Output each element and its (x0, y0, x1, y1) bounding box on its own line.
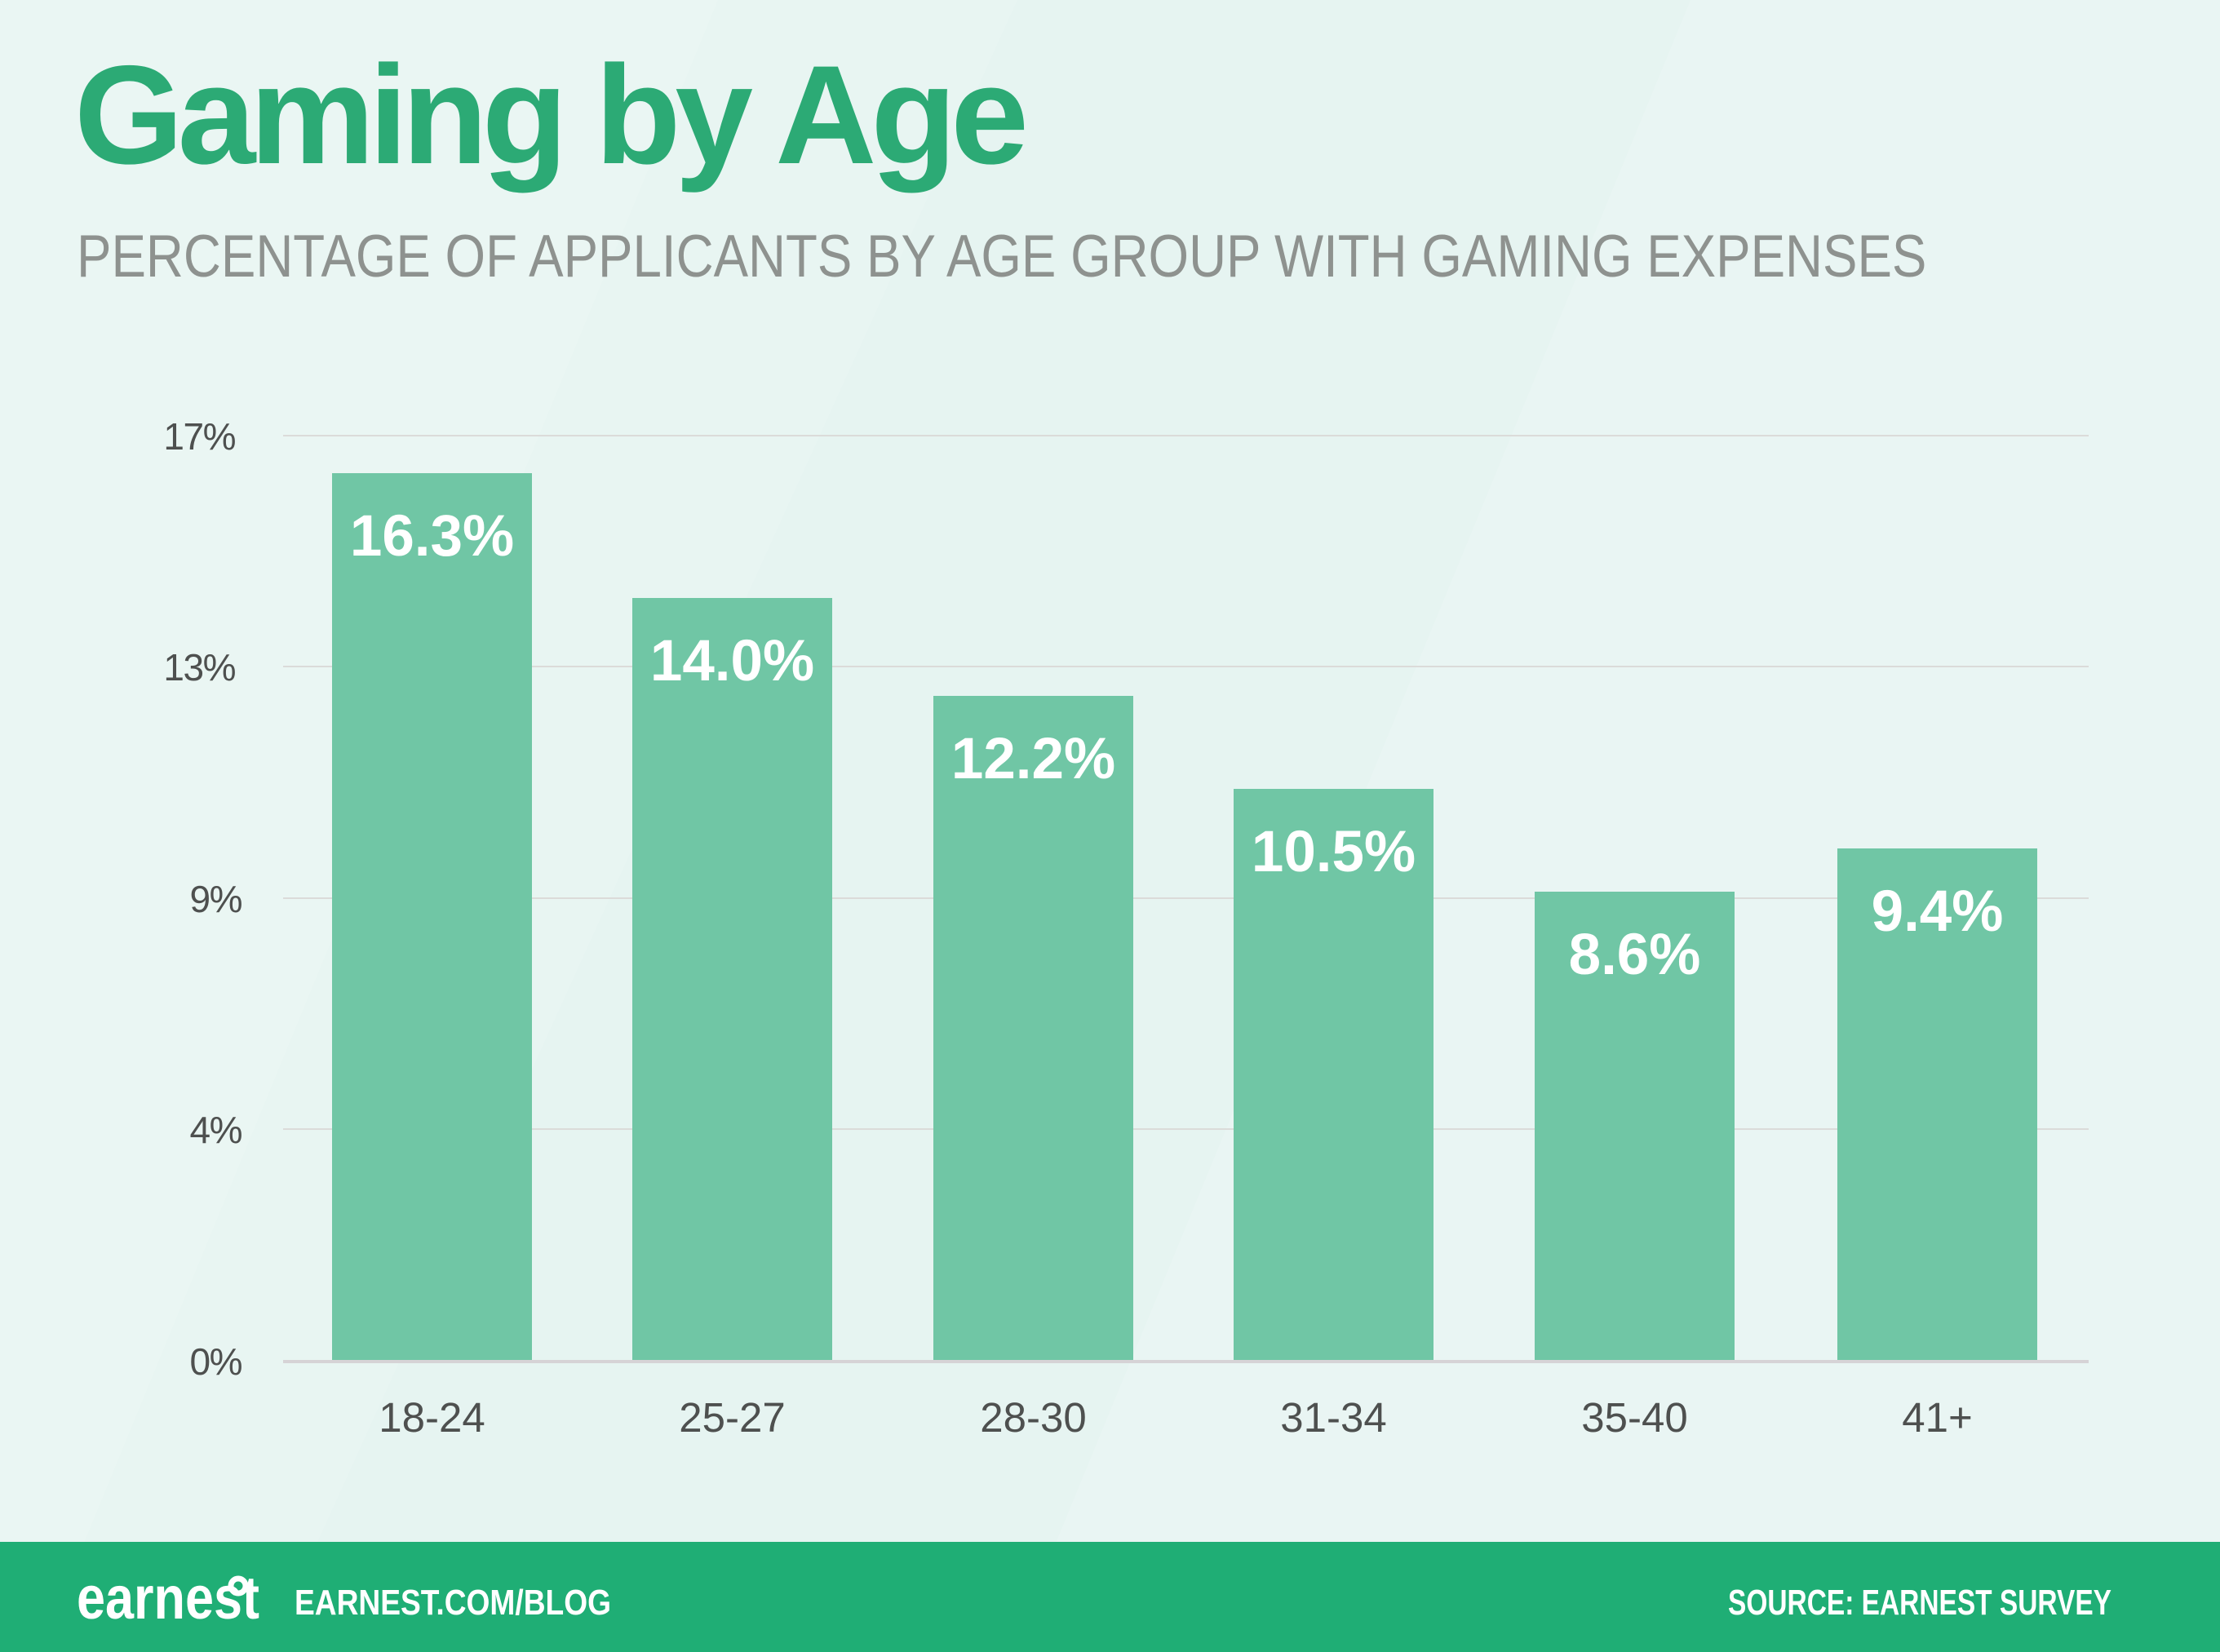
svg-text:earnest: earnest (77, 1564, 259, 1632)
svg-text:SOURCE: EARNEST SURVEY: SOURCE: EARNEST SURVEY (1728, 1583, 2111, 1623)
svg-text:EARNEST.COM/BLOG: EARNEST.COM/BLOG (295, 1583, 611, 1623)
